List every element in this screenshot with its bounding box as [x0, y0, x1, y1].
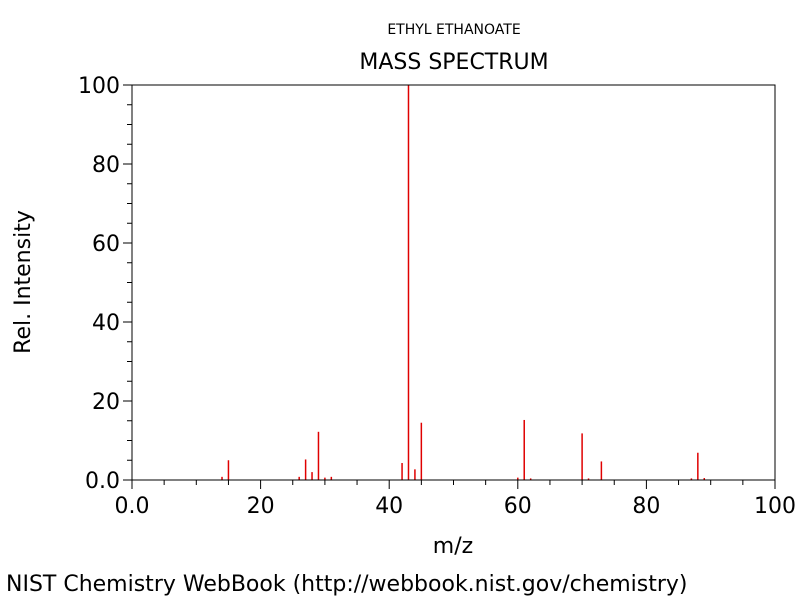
- plot-frame: [131, 84, 776, 481]
- x-tick-label: 100: [754, 494, 796, 519]
- compound-name: ETHYL ETHANOATE: [387, 22, 521, 38]
- y-tick-label: 20: [92, 390, 120, 415]
- x-tick-label: 40: [375, 494, 403, 519]
- x-axis-label: m/z: [433, 534, 473, 559]
- y-axis-label: Rel. Intensity: [11, 210, 36, 354]
- y-tick-label: 40: [92, 311, 120, 336]
- x-tick-label: 80: [632, 494, 660, 519]
- tick-labels-group: 0.0 20 40 60 80 100 0.0 20 40 60 80 100: [78, 74, 796, 519]
- y-tick-label: 100: [78, 74, 120, 99]
- x-tick-label: 60: [504, 494, 532, 519]
- y-tick-label: 80: [92, 153, 120, 178]
- source-footer: NIST Chemistry WebBook (http://webbook.n…: [6, 572, 688, 597]
- y-tick-label: 60: [92, 232, 120, 257]
- peaks-group: [221, 85, 706, 480]
- y-tick-label: 0.0: [85, 469, 120, 494]
- ticks-group: [123, 84, 776, 489]
- chart-title: MASS SPECTRUM: [359, 50, 549, 75]
- x-tick-label: 0.0: [115, 494, 150, 519]
- x-tick-label: 20: [247, 494, 275, 519]
